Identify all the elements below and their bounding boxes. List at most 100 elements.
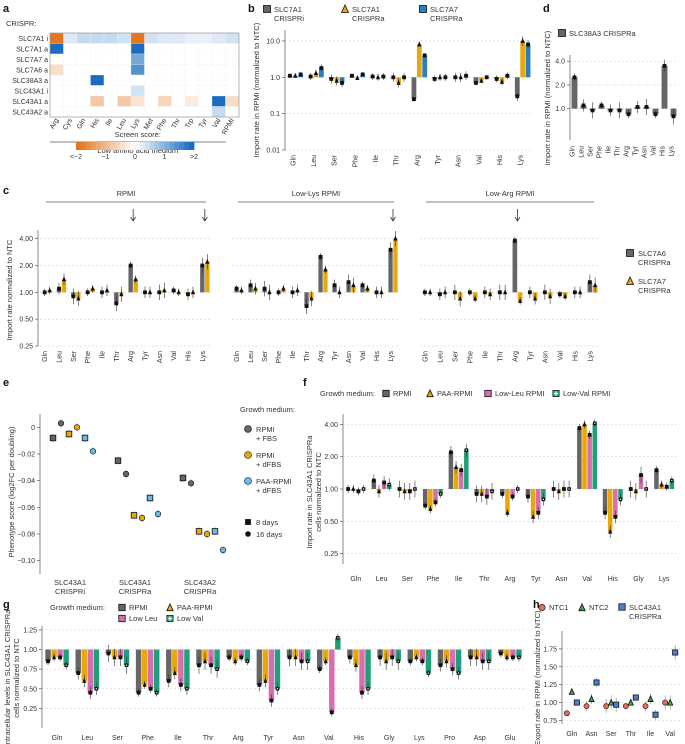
c-g1-bar-0-11 [388,249,393,293]
heatmap-cell-5-11 [198,85,213,97]
f-pt-3-2 [413,487,417,491]
c-g0-xtick-label-9: Val [171,351,178,361]
f-xtick-label-11: Gly [633,576,644,583]
heatmap-cell-5-0 [49,85,64,97]
b-legend-label2-2: CRISPRa [430,14,463,23]
c-legend-label-0: SLC7A6 [638,249,666,258]
c-g0-xtick-label-5: Thr [114,350,121,361]
c-legend-label2-0: CRISPRa [638,258,671,267]
c-legend-label-1: SLC7A7 [638,277,666,286]
heatmap-cell-4-10 [184,74,199,86]
f-bar-1-3 [428,489,433,510]
g-pt-2-4 [178,682,183,687]
h-legend-label-2: SLC43A1 [629,603,661,612]
f-legend-2-swatch [484,389,492,398]
heatmap-legend-step-4 [95,142,101,150]
g-pt-3-6 [245,659,250,664]
f-pt-1-12 [659,481,664,487]
h-ylabel: Export rate in RPMI (normalized to NTC) [533,610,542,744]
f-legend-2-label: Low-Leu RPMI [495,389,545,398]
c-g0-pt-1-5 [119,291,124,297]
c-g2-xtick-label-7: Tyr [528,350,535,360]
g-pt-1-4 [172,670,177,675]
c-g1-pt-1-11 [393,235,398,241]
h-xtick-label-3: Thr [626,731,637,738]
c-g1-xtick-label-6: Arg [318,351,325,362]
d-ylabel: Import rate in RPMI (normalized to NTC) [543,30,552,165]
heatmap-col-label-9: Thr [171,117,183,130]
heatmap-cell-1-5 [117,43,132,55]
b-pt-2-3 [360,72,365,77]
e-time-swatch-0 [245,519,251,525]
d-bar-0-0 [571,77,578,109]
heatmap-cell-1-3 [90,43,105,55]
e-ytick-label-0: 0 [31,425,35,432]
f-bar-0-9 [577,428,582,489]
f-pt-3-5 [490,489,494,494]
g-pt-2-6 [239,655,244,660]
heatmap-cell-6-6 [130,95,145,107]
c-g2-pt-0-1 [437,292,442,297]
g-pt-0-14 [468,655,473,660]
f-pt-0-10 [603,510,607,515]
heatmap-cell-0-3 [90,32,105,44]
g-pt-0-11 [378,655,383,660]
g-pt-0-1 [76,671,81,675]
c-g2-pt-0-6 [512,238,517,243]
heatmap-cell-5-2 [76,85,91,97]
c-g0-pt-0-0 [42,290,47,295]
g-bar-0-12 [407,649,414,662]
h-xtick-label-1: Asn [585,731,597,738]
heatmap-cell-2-1 [63,53,78,65]
g-bar-3-12 [425,649,432,674]
f2-ylabel: cells normalized to NTC [314,452,323,532]
g-pt-2-14 [480,659,485,664]
heatmap-cell-1-2 [76,43,91,55]
heatmap-cell-6-7 [144,95,159,107]
g-xtick-label-11: Gly [384,735,395,742]
heatmap-cell-4-5 [117,74,132,86]
heatmap-legend-step-22 [184,142,190,150]
heatmap-cell-3-8 [157,64,172,76]
h-pt-0-2 [603,703,610,710]
f-legend-3-label: Low-Val RPMI [563,389,610,398]
c-g0-xtick-label-4: Ile [100,351,107,359]
heatmap-cell-2-8 [157,53,172,65]
f-ytick-label-2: 1.00 [324,487,338,494]
heatmap-cell-4-12 [211,74,226,86]
c-g0-pt-0-9 [171,288,176,293]
f-xtick-label-9: Val [582,576,592,583]
f-pt-2-0 [356,489,361,494]
heatmap-cell-7-5 [117,106,132,118]
d-pt-0-0 [572,75,577,80]
heatmap-legend-step-2 [85,142,92,150]
c-g1-pt-1-6 [323,266,328,272]
g-pt-3-15 [517,655,521,660]
f-pt-0-3 [423,503,428,508]
b-bar-1-11 [520,40,526,78]
f-legend-1-swatch [426,388,434,398]
heatmap-cell-4-2 [76,74,91,86]
heatmap-col-label-2: Gln [76,117,88,130]
heatmap-legend-step-9 [120,142,126,150]
g-bar-0-4 [166,649,172,681]
d-pt-0-7 [635,105,640,109]
g-xtick-label-15: Glu [504,735,515,742]
heatmap-cell-6-5 [117,95,132,107]
c-g2-pt-0-3 [467,290,472,295]
g-xtick-label-7: Tyr [264,735,274,742]
heatmap-cell-5-10 [184,85,199,97]
g-pt-0-12 [408,659,413,664]
h-pt-2-1 [593,679,600,686]
c-g2-xtick-label-6: Arg [513,351,520,362]
c-g1-pt-1-3 [281,285,286,291]
c-g0-bar-1-6 [133,279,138,293]
g-pt-0-4 [166,679,171,683]
c-legend-label2-1: CRISPRa [638,286,671,295]
b-legend-label-0: SLC7A1 [274,5,302,14]
d-xtick-label-3: Phe [597,146,604,159]
g-pt-2-7 [269,698,274,703]
d-pt-0-9 [653,112,658,117]
heatmap-cell-0-8 [157,32,172,44]
b-bar-2-6 [422,55,428,78]
